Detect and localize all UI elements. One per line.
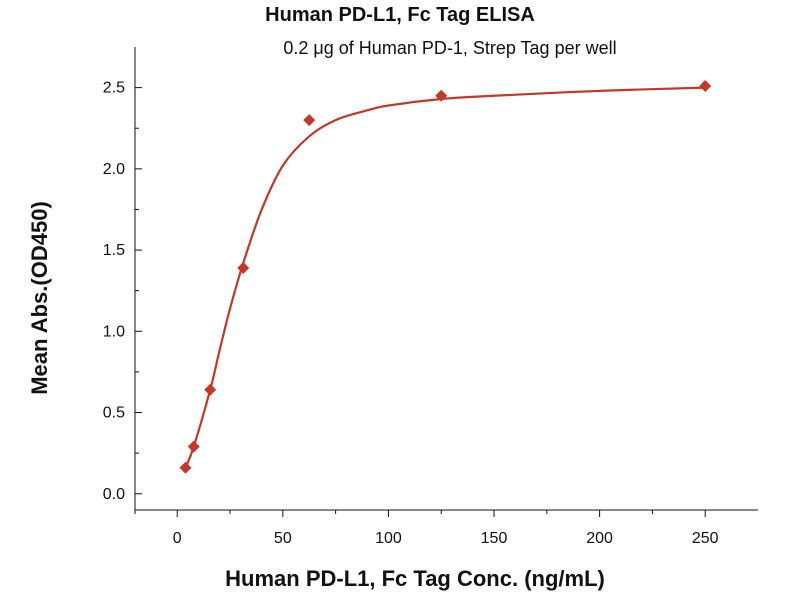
x-tick-label: 150: [481, 530, 508, 547]
y-axis-label: Mean Abs.(OD450): [27, 201, 52, 395]
axes: 0.0 0.5 1.0 1.5 2.0 2.5 0 50 100 150 200 250: [103, 47, 758, 547]
x-tick-label: 50: [274, 530, 292, 547]
data-point: [699, 79, 712, 92]
x-tick-label: 100: [375, 530, 402, 547]
y-tick-label: 0.0: [103, 486, 125, 503]
fit-curve-layer: [184, 86, 706, 469]
data-point: [179, 461, 192, 474]
y-tick-label: 2.5: [103, 80, 125, 97]
data-point: [187, 440, 200, 453]
y-tick-label: 2.0: [103, 161, 125, 178]
x-tick-label: 250: [692, 530, 719, 547]
y-tick-label: 1.5: [103, 242, 125, 259]
data-point: [237, 261, 250, 274]
chart-title: Human PD-L1, Fc Tag ELISA: [265, 4, 535, 26]
data-point: [204, 383, 217, 396]
fit-curve: [184, 86, 706, 469]
data-point: [435, 89, 448, 102]
x-tick-label: 0: [173, 530, 182, 547]
x-axis-label: Human PD-L1, Fc Tag Conc. (ng/mL): [225, 566, 605, 591]
data-points-layer: [179, 79, 712, 474]
data-point: [303, 114, 316, 127]
y-tick-label: 1.0: [103, 323, 125, 340]
x-tick-label: 200: [586, 530, 613, 547]
chart-subtitle: 0.2 μg of Human PD-1, Strep Tag per well: [283, 38, 617, 58]
y-tick-label: 0.5: [103, 405, 125, 422]
